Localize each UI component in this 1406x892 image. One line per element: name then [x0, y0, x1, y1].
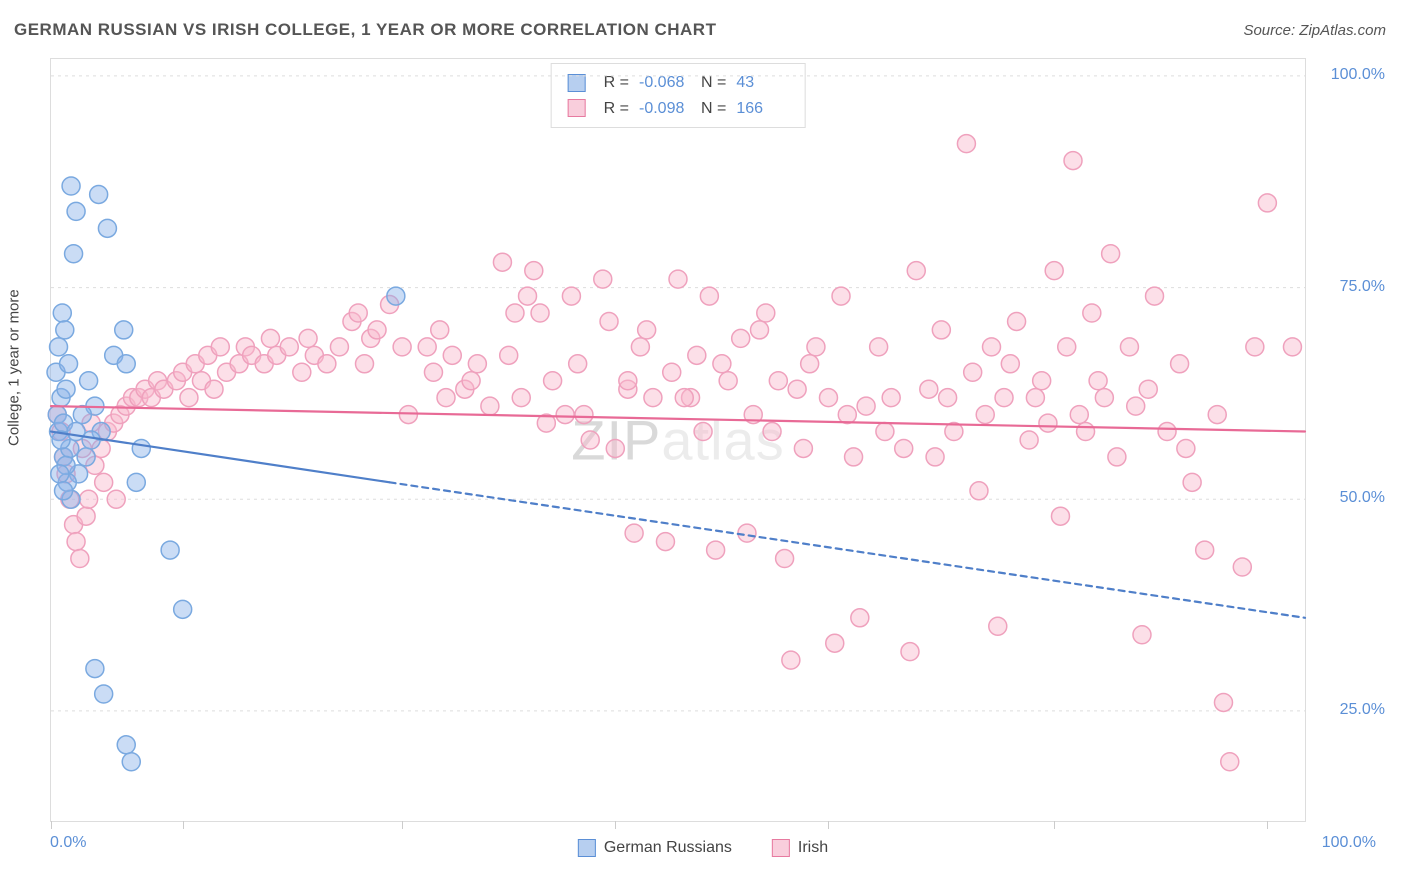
legend-label-blue: German Russians	[604, 839, 732, 856]
x-tick-min: 0.0%	[50, 834, 86, 852]
x-tick-max: 100.0%	[1322, 834, 1376, 852]
x-minor-tick	[615, 821, 616, 829]
swatch-pink-icon	[772, 839, 790, 857]
y-tick: 100.0%	[1315, 66, 1385, 84]
y-tick: 25.0%	[1315, 701, 1385, 719]
x-minor-tick	[1267, 821, 1268, 829]
legend-item-pink: Irish	[772, 839, 828, 857]
source-label: Source: ZipAtlas.com	[1243, 22, 1386, 39]
plot-svg	[51, 59, 1305, 821]
swatch-blue-icon	[578, 839, 596, 857]
bottom-legend: German Russians Irish	[578, 839, 828, 857]
x-minor-tick	[828, 821, 829, 829]
y-axis-label: College, 1 year or more	[6, 289, 23, 446]
chart-title: GERMAN RUSSIAN VS IRISH COLLEGE, 1 YEAR …	[14, 20, 716, 40]
correlation-chart: GERMAN RUSSIAN VS IRISH COLLEGE, 1 YEAR …	[0, 0, 1406, 892]
legend-item-blue: German Russians	[578, 839, 732, 857]
legend-label-pink: Irish	[798, 839, 828, 856]
y-tick: 50.0%	[1315, 489, 1385, 507]
x-minor-tick	[402, 821, 403, 829]
x-minor-tick	[1054, 821, 1055, 829]
plot-area: ZIPatlas R = -0.068 N = 43 R = -0.098 N …	[50, 58, 1306, 822]
x-minor-tick	[183, 821, 184, 829]
x-minor-tick	[51, 821, 52, 829]
y-tick: 75.0%	[1315, 278, 1385, 296]
